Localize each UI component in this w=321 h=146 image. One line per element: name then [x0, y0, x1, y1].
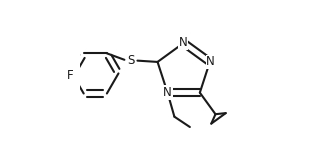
Text: N: N: [206, 55, 215, 68]
Text: N: N: [178, 36, 187, 49]
Text: F: F: [67, 69, 74, 82]
Text: N: N: [163, 86, 172, 99]
Text: S: S: [127, 54, 134, 67]
